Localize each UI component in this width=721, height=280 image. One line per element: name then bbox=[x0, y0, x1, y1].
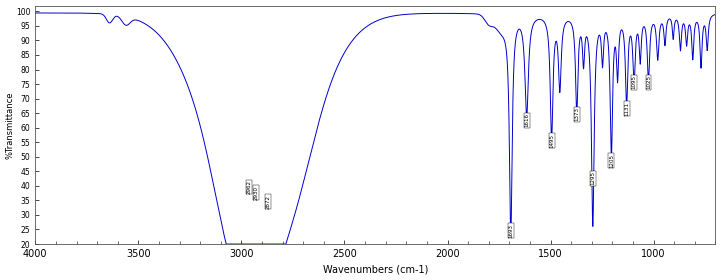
Text: 1025: 1025 bbox=[646, 75, 651, 89]
Text: 1373: 1373 bbox=[574, 107, 579, 121]
Text: 2962: 2962 bbox=[247, 180, 252, 194]
Text: 1693: 1693 bbox=[508, 224, 513, 238]
X-axis label: Wavenumbers (cm-1): Wavenumbers (cm-1) bbox=[323, 264, 428, 274]
Text: 2930: 2930 bbox=[253, 186, 258, 200]
Y-axis label: %Transmittance: %Transmittance bbox=[6, 91, 14, 158]
Text: 1295: 1295 bbox=[590, 171, 596, 185]
Text: 1131: 1131 bbox=[624, 102, 629, 116]
Text: 1495: 1495 bbox=[549, 134, 554, 148]
Text: 1095: 1095 bbox=[632, 75, 637, 89]
Text: 2872: 2872 bbox=[265, 195, 270, 209]
Text: 1616: 1616 bbox=[524, 113, 529, 127]
Text: 1205: 1205 bbox=[609, 154, 614, 168]
